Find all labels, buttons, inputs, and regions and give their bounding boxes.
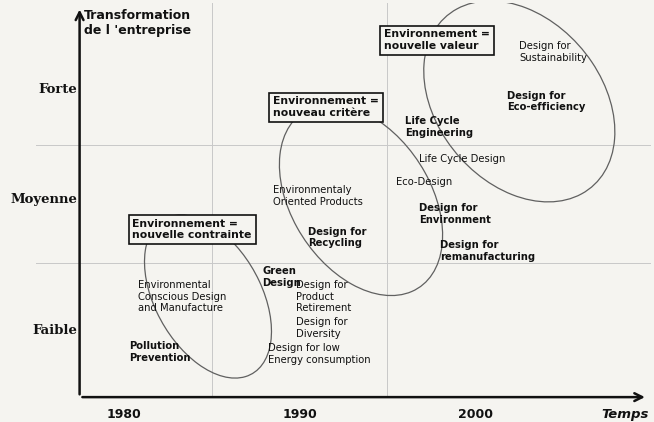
Text: Design for
remanufacturing: Design for remanufacturing bbox=[440, 241, 535, 262]
Text: Forte: Forte bbox=[38, 83, 77, 96]
Text: Design for
Environment: Design for Environment bbox=[419, 203, 491, 225]
Text: Design for
Product
Retirement: Design for Product Retirement bbox=[296, 280, 351, 313]
Text: Moyenne: Moyenne bbox=[10, 193, 77, 206]
Text: Environnement =
nouvelle contrainte: Environnement = nouvelle contrainte bbox=[132, 219, 252, 240]
Text: 2000: 2000 bbox=[458, 408, 493, 421]
Text: Design for
Sustainability: Design for Sustainability bbox=[519, 41, 587, 63]
Text: Environmentaly
Oriented Products: Environmentaly Oriented Products bbox=[273, 185, 363, 207]
Text: Environnement =
nouveau critère: Environnement = nouveau critère bbox=[273, 97, 379, 118]
Text: Life Cycle Design: Life Cycle Design bbox=[419, 154, 506, 164]
Text: Design for low
Energy consumption: Design for low Energy consumption bbox=[267, 343, 370, 365]
Text: 1980: 1980 bbox=[106, 408, 141, 421]
Text: Green
Design: Green Design bbox=[262, 266, 301, 288]
Text: Environnement =
nouvelle valeur: Environnement = nouvelle valeur bbox=[384, 30, 490, 51]
Text: Pollution
Prevention: Pollution Prevention bbox=[129, 341, 190, 362]
Text: Life Cycle
Engineering: Life Cycle Engineering bbox=[405, 116, 473, 138]
Text: Faible: Faible bbox=[32, 324, 77, 337]
Text: 1990: 1990 bbox=[282, 408, 317, 421]
Text: Temps: Temps bbox=[601, 408, 649, 421]
Text: Eco-Design: Eco-Design bbox=[396, 177, 453, 187]
Text: Transformation
de l 'entreprise: Transformation de l 'entreprise bbox=[84, 9, 191, 37]
Text: Design for
Recycling: Design for Recycling bbox=[308, 227, 367, 248]
Text: Environmental
Conscious Design
and Manufacture: Environmental Conscious Design and Manuf… bbox=[137, 280, 226, 313]
Text: Design for
Diversity: Design for Diversity bbox=[296, 317, 347, 339]
Text: Design for
Eco-efficiency: Design for Eco-efficiency bbox=[507, 91, 585, 112]
